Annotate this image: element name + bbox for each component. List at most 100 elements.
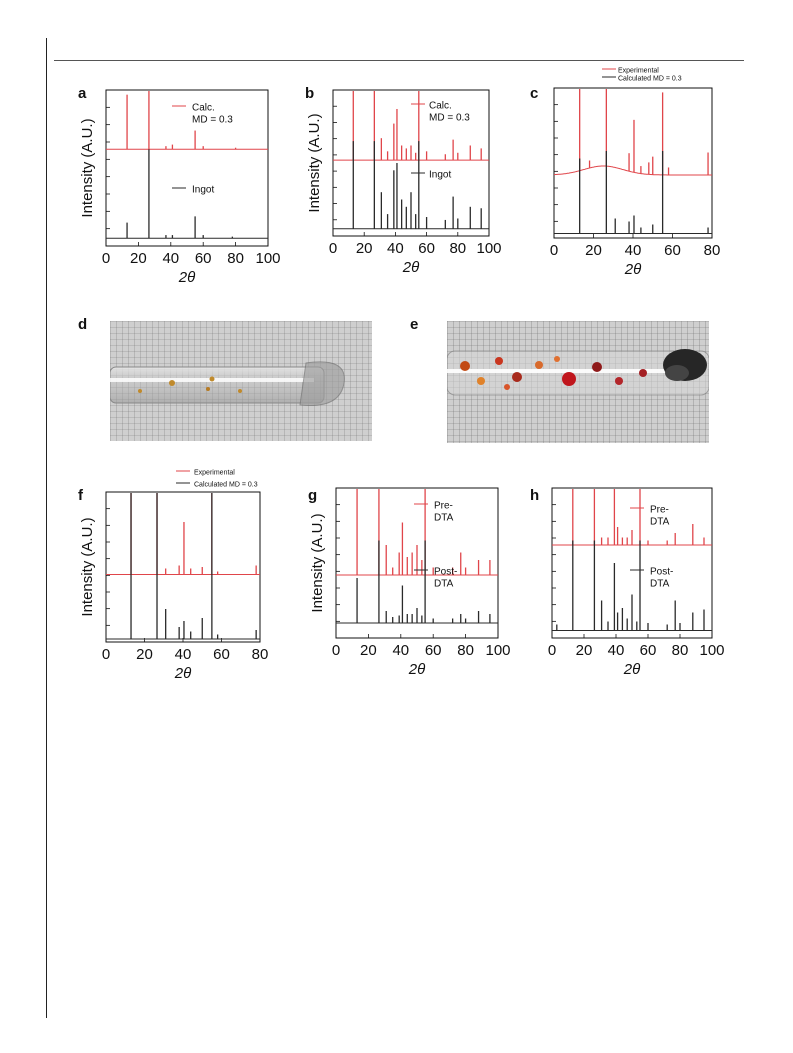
plot-frame-f — [105, 491, 261, 643]
x-tick-label: 20 — [360, 642, 377, 659]
x-axis-label: 2θ — [174, 665, 191, 682]
panel-label-a: a — [78, 85, 87, 102]
series-b-top — [333, 91, 489, 161]
x-tick-label: 60 — [195, 250, 212, 267]
x-tick-label: 40 — [392, 642, 409, 659]
panel-label-g: g — [308, 487, 317, 504]
y-axis-label: Intensity (A.U.) — [306, 113, 323, 212]
x-tick-label: 100 — [485, 642, 510, 659]
series-baseline — [554, 165, 712, 176]
legend-label: Experimental — [194, 469, 235, 476]
x-tick-label: 0 — [332, 642, 340, 659]
chart-svg-g: g 0 20 40 60 80 100 2θ Intensity (A.U.) Pre-DTA Po… — [308, 487, 511, 678]
chart-svg-f: f 0 20 40 60 80 2θ Intensity (A.U.) Experimental… — [78, 469, 269, 682]
x-tick-label: 40 — [162, 250, 179, 267]
x-tick-label: 20 — [585, 242, 602, 259]
x-tick-label: 80 — [704, 242, 721, 259]
x-tick-label: 60 — [640, 642, 657, 659]
x-tick-label: 40 — [608, 642, 625, 659]
x-tick-label: 0 — [102, 646, 110, 663]
tube-photo-d — [110, 321, 372, 441]
plot-frame-c — [553, 87, 713, 239]
series-a-bottom — [106, 149, 268, 239]
panel-label-f: f — [78, 487, 84, 504]
y-axis-label: Intensity (A.U.) — [79, 118, 96, 217]
series-c-bottom — [554, 151, 712, 234]
series-h-top — [552, 489, 712, 546]
chart-panel-c: c 0 20 40 60 80 2θ Experimental Calculated MD = … — [528, 60, 738, 298]
page-left-rule — [46, 38, 47, 1018]
series-b-bottom — [333, 141, 489, 230]
legend-label: Calculated MD = 0.3 — [194, 481, 258, 488]
plot-frame-a — [105, 89, 269, 247]
x-tick-label: 60 — [664, 242, 681, 259]
panel-label-b: b — [305, 85, 314, 102]
tube-photo-d-image — [110, 321, 372, 441]
page-top-rule — [54, 60, 744, 61]
x-tick-label: 40 — [175, 646, 192, 663]
x-tick-label: 20 — [356, 240, 373, 257]
x-axis-label: 2θ — [178, 269, 195, 286]
x-tick-label: 20 — [136, 646, 153, 663]
x-axis-label: 2θ — [402, 259, 419, 276]
x-tick-label: 100 — [476, 240, 501, 257]
series-f-bottom — [106, 493, 260, 640]
panel-label-h: h — [530, 487, 539, 504]
x-tick-label: 60 — [418, 240, 435, 257]
x-axis-label: 2θ — [623, 661, 640, 678]
chart-panel-b: b 0 20 40 60 80 100 2θ Intensity (A.U.) Calc. MD =… — [297, 68, 507, 298]
x-tick-label: 60 — [425, 642, 442, 659]
x-tick-label: 80 — [227, 250, 244, 267]
x-tick-label: 40 — [625, 242, 642, 259]
tube-photo-e — [447, 321, 709, 443]
legend-label: Experimental — [618, 67, 659, 74]
legend-label: Pre-DTA — [650, 505, 670, 528]
x-tick-label: 0 — [329, 240, 337, 257]
x-tick-label: 80 — [457, 642, 474, 659]
y-axis-label: Intensity (A.U.) — [309, 513, 326, 612]
series-a-top — [106, 91, 268, 150]
legend-label: Calc. MD = 0.3 — [192, 103, 233, 126]
legend-label: Post-DTA — [434, 567, 457, 590]
chart-panel-h: h 0 20 40 60 80 100 2θ Pre-DTA Post-DTA — [528, 482, 738, 704]
tube-photo-e-image — [447, 321, 709, 443]
chart-panel-g: g 0 20 40 60 80 100 2θ Intensity (A.U.) Pre-DTA Po… — [300, 482, 511, 704]
x-tick-label: 80 — [672, 642, 689, 659]
series-f-top — [106, 493, 260, 575]
series-g-top — [336, 489, 498, 576]
panel-label-c: c — [530, 85, 538, 102]
y-axis-label: Intensity (A.U.) — [79, 517, 96, 616]
chart-svg-h: h 0 20 40 60 80 100 2θ Pre-DTA Post-DTA — [530, 487, 725, 678]
panel-label-d: d — [78, 316, 88, 333]
x-tick-label: 80 — [252, 646, 269, 663]
legend-label: Post-DTA — [650, 567, 673, 590]
chart-panel-f: f 0 20 40 60 80 2θ Intensity (A.U.) Experimental… — [70, 462, 280, 702]
x-tick-label: 40 — [387, 240, 404, 257]
legend-label: Ingot — [192, 185, 214, 196]
series-g-bottom — [336, 540, 498, 624]
x-tick-label: 20 — [576, 642, 593, 659]
series-h-bottom — [552, 540, 712, 631]
x-tick-label: 0 — [548, 642, 556, 659]
x-axis-label: 2θ — [624, 261, 641, 278]
series-c-top — [554, 89, 712, 176]
x-tick-label: 100 — [699, 642, 724, 659]
plot-frame-g — [335, 487, 499, 639]
chart-svg-a: a 0 20 40 60 80 100 2θ Intensity (A.U.) Calc. MD =… — [78, 85, 281, 286]
x-tick-label: 100 — [255, 250, 280, 267]
chart-svg-b: b 0 20 40 60 80 100 2θ Intensity (A.U.) Calc. MD =… — [305, 85, 502, 276]
plot-frame-h — [551, 487, 713, 639]
x-tick-label: 80 — [449, 240, 466, 257]
x-tick-label: 0 — [550, 242, 558, 259]
chart-panel-a: a 0 20 40 60 80 100 2θ Intensity (A.U.) Calc. MD =… — [70, 68, 281, 298]
x-tick-label: 0 — [102, 250, 110, 267]
plot-frame-b — [332, 89, 490, 237]
legend-label: Calculated MD = 0.3 — [618, 75, 682, 82]
x-tick-label: 20 — [130, 250, 147, 267]
legend-label: Pre-DTA — [434, 501, 454, 524]
x-tick-label: 60 — [213, 646, 230, 663]
x-axis-label: 2θ — [408, 661, 425, 678]
legend-label: Calc. MD = 0.3 — [429, 101, 470, 124]
panel-label-e: e — [410, 316, 419, 333]
